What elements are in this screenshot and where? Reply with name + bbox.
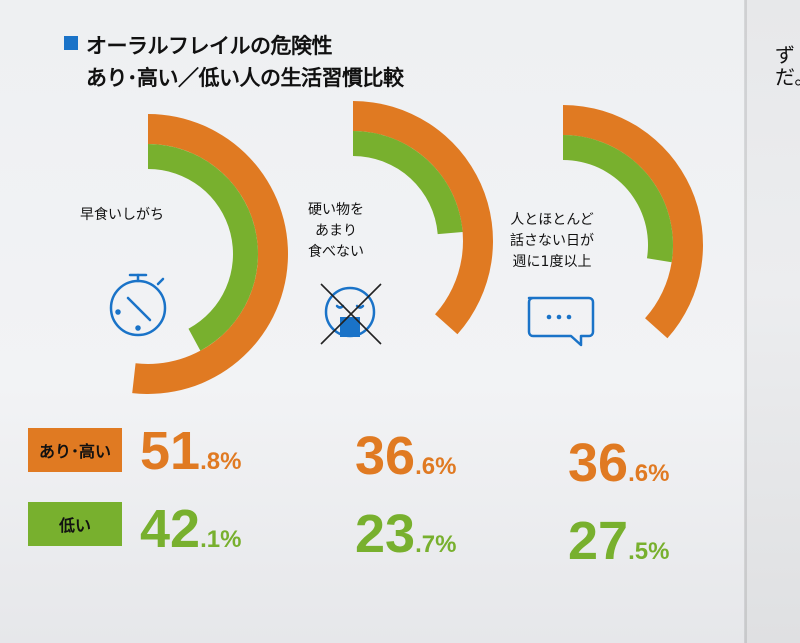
value-low-3: 27.5% <box>568 510 669 572</box>
value-dec: .6% <box>415 453 457 480</box>
stopwatch-icon <box>109 273 167 337</box>
title-marker <box>64 36 78 50</box>
caption-line: 話さない日が <box>510 233 594 249</box>
legend-low: 低い <box>28 502 122 546</box>
legend-high: あり･高い <box>28 428 122 472</box>
caption-2: 硬い物を あまり 食べない <box>308 200 364 263</box>
arc-low-1 <box>148 144 258 351</box>
page-edge-shadow <box>744 0 747 643</box>
value-dec: .5% <box>628 538 670 565</box>
caption-3: 人とほとんど 話さない日が 週に1度以上 <box>510 210 594 273</box>
value-int: 42 <box>140 499 201 559</box>
value-high-1: 51.8% <box>140 420 241 482</box>
no-eating-icon <box>320 283 382 345</box>
value-dec: .1% <box>200 526 242 553</box>
caption-1: 早食いしがち <box>80 205 164 226</box>
arc-low-2 <box>353 131 463 235</box>
value-dec: .8% <box>200 448 242 475</box>
value-int: 27 <box>568 511 629 571</box>
legend-high-label: あり･高い <box>38 442 111 461</box>
speech-bubble-icon <box>527 296 595 347</box>
caption-line: あまり <box>315 223 357 239</box>
value-int: 36 <box>355 426 416 486</box>
caption-line: 硬い物を <box>308 202 364 218</box>
caption-line: 週に1度以上 <box>512 254 592 270</box>
chart-subtitle: あり･高い／低い人の生活習慣比較 <box>86 66 404 90</box>
value-high-2: 36.6% <box>355 425 456 487</box>
value-dec: .7% <box>415 531 457 558</box>
chart-title: オーラルフレイルの危険性 <box>86 34 333 58</box>
arc-low-3 <box>563 135 673 263</box>
value-int: 51 <box>140 421 201 481</box>
value-high-3: 36.6% <box>568 432 669 494</box>
caption-line: 早食いしがち <box>80 207 164 223</box>
arc-high-1 <box>132 114 288 394</box>
value-dec: .6% <box>628 460 670 487</box>
legend-low-label: 低い <box>58 516 91 535</box>
value-int: 23 <box>355 504 416 564</box>
value-int: 36 <box>568 433 629 493</box>
side-text: ずだ。 <box>775 43 800 89</box>
caption-line: 人とほとんど <box>510 212 594 228</box>
caption-line: 食べない <box>308 244 364 260</box>
arc-high-2 <box>353 101 494 335</box>
arc-high-3 <box>563 105 704 339</box>
value-low-1: 42.1% <box>140 498 241 560</box>
value-low-2: 23.7% <box>355 503 456 565</box>
